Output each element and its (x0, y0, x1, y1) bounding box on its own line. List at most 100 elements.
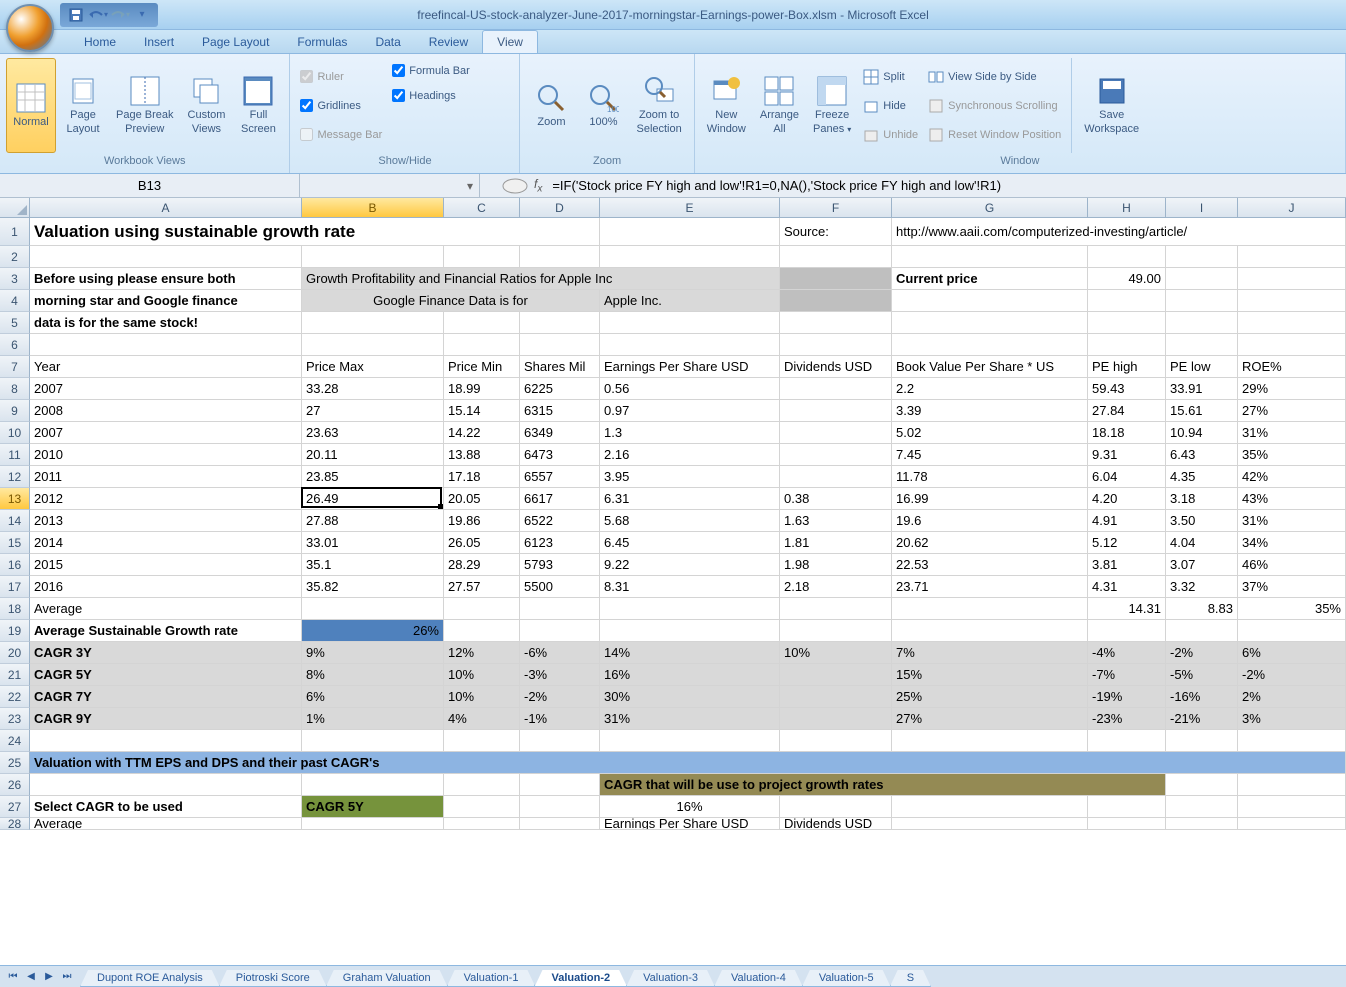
cell[interactable]: -16% (1166, 686, 1238, 707)
cell[interactable]: 25% (892, 686, 1088, 707)
cell[interactable]: 31% (1238, 510, 1346, 531)
new-window-button[interactable]: NewWindow (701, 58, 752, 153)
row-header-2[interactable]: 2 (0, 246, 30, 268)
cell[interactable]: 15.14 (444, 400, 520, 421)
row-header-15[interactable]: 15 (0, 532, 30, 554)
cell[interactable]: 37% (1238, 576, 1346, 597)
row-header-10[interactable]: 10 (0, 422, 30, 444)
cell[interactable] (780, 378, 892, 399)
ribbon-tab-formulas[interactable]: Formulas (283, 31, 361, 53)
cell[interactable] (892, 312, 1088, 333)
row-header-26[interactable]: 26 (0, 774, 30, 796)
cell[interactable] (1238, 312, 1346, 333)
cell[interactable]: 6473 (520, 444, 600, 465)
cell[interactable] (302, 774, 444, 795)
col-header-D[interactable]: D (520, 198, 600, 217)
page-break-preview-button[interactable]: Page BreakPreview (110, 58, 179, 153)
cell[interactable]: 6617 (520, 488, 600, 509)
cell[interactable] (302, 334, 444, 355)
arrange-all-button[interactable]: ArrangeAll (754, 58, 805, 153)
cell[interactable]: 9.22 (600, 554, 780, 575)
cell[interactable] (302, 312, 444, 333)
cell[interactable]: 3.50 (1166, 510, 1238, 531)
cell[interactable]: Valuation using sustainable growth rate (30, 218, 600, 245)
cell[interactable]: Price Max (302, 356, 444, 377)
cell[interactable]: 27% (892, 708, 1088, 729)
cell[interactable]: -4% (1088, 642, 1166, 663)
cell[interactable] (600, 730, 780, 751)
ribbon-tab-home[interactable]: Home (70, 31, 130, 53)
cell[interactable] (892, 598, 1088, 619)
cell[interactable]: -1% (520, 708, 600, 729)
cell[interactable] (600, 334, 780, 355)
cell[interactable]: 5793 (520, 554, 600, 575)
cell[interactable] (520, 730, 600, 751)
cell[interactable] (30, 774, 302, 795)
cell[interactable]: 2010 (30, 444, 302, 465)
cell[interactable]: Average (30, 818, 302, 829)
cell[interactable]: 16.99 (892, 488, 1088, 509)
cell[interactable] (780, 444, 892, 465)
full-screen-button[interactable]: FullScreen (233, 58, 283, 153)
cell[interactable]: 30% (600, 686, 780, 707)
row-header-20[interactable]: 20 (0, 642, 30, 664)
cell[interactable]: 33.01 (302, 532, 444, 553)
cell[interactable] (892, 246, 1088, 267)
cell[interactable]: 8.83 (1166, 598, 1238, 619)
col-header-C[interactable]: C (444, 198, 520, 217)
cell[interactable]: 2008 (30, 400, 302, 421)
cell[interactable] (444, 312, 520, 333)
cell[interactable]: 6349 (520, 422, 600, 443)
cell[interactable]: 6.31 (600, 488, 780, 509)
sheet-tab-valuation-4[interactable]: Valuation-4 (714, 970, 803, 987)
cell[interactable] (1166, 796, 1238, 817)
cell[interactable]: 2012 (30, 488, 302, 509)
gridlines-checkbox[interactable]: Gridlines (296, 97, 386, 114)
sheet-tab-valuation-3[interactable]: Valuation-3 (626, 970, 715, 987)
cell[interactable] (302, 246, 444, 267)
cell[interactable] (520, 246, 600, 267)
col-header-I[interactable]: I (1166, 198, 1238, 217)
cell[interactable]: 6% (1238, 642, 1346, 663)
ribbon-tab-page-layout[interactable]: Page Layout (188, 31, 283, 53)
row-header-12[interactable]: 12 (0, 466, 30, 488)
row-header-8[interactable]: 8 (0, 378, 30, 400)
ribbon-tab-insert[interactable]: Insert (130, 31, 188, 53)
cell[interactable]: 3.95 (600, 466, 780, 487)
cell[interactable]: 35% (1238, 598, 1346, 619)
cell[interactable]: 19.86 (444, 510, 520, 531)
cell[interactable]: 42% (1238, 466, 1346, 487)
name-box-dropdown-icon[interactable]: ▾ (300, 174, 480, 197)
cell[interactable]: Current price (892, 268, 1088, 289)
undo-icon[interactable]: ▾ (88, 5, 108, 25)
redo-icon[interactable]: ▾ (110, 5, 130, 25)
row-header-25[interactable]: 25 (0, 752, 30, 774)
cell[interactable]: 20.05 (444, 488, 520, 509)
cell[interactable]: 1.3 (600, 422, 780, 443)
cell[interactable]: -3% (520, 664, 600, 685)
cell[interactable]: 22.53 (892, 554, 1088, 575)
cell[interactable] (1166, 312, 1238, 333)
row-header-5[interactable]: 5 (0, 312, 30, 334)
cell[interactable] (1088, 246, 1166, 267)
cell[interactable] (780, 312, 892, 333)
cell[interactable]: Source: (780, 218, 892, 245)
tab-last-icon[interactable]: ⏭ (58, 968, 76, 986)
cell[interactable] (30, 730, 302, 751)
cells-area[interactable]: Valuation using sustainable growth rate S… (30, 218, 1346, 830)
cell[interactable]: 18.99 (444, 378, 520, 399)
cell[interactable] (444, 598, 520, 619)
cell[interactable] (600, 218, 780, 245)
formula-bar-checkbox[interactable]: Formula Bar (388, 62, 474, 79)
qat-customize-icon[interactable]: ▾ (132, 5, 152, 25)
cell[interactable]: 8% (302, 664, 444, 685)
col-header-B[interactable]: B (302, 198, 444, 217)
cell[interactable]: 3.32 (1166, 576, 1238, 597)
cell[interactable]: -6% (520, 642, 600, 663)
cell[interactable]: CAGR 5Y (30, 664, 302, 685)
select-all-button[interactable] (0, 198, 30, 217)
cell[interactable]: 29% (1238, 378, 1346, 399)
row-header-18[interactable]: 18 (0, 598, 30, 620)
cell[interactable]: 13.88 (444, 444, 520, 465)
cell[interactable]: 49.00 (1088, 268, 1166, 289)
